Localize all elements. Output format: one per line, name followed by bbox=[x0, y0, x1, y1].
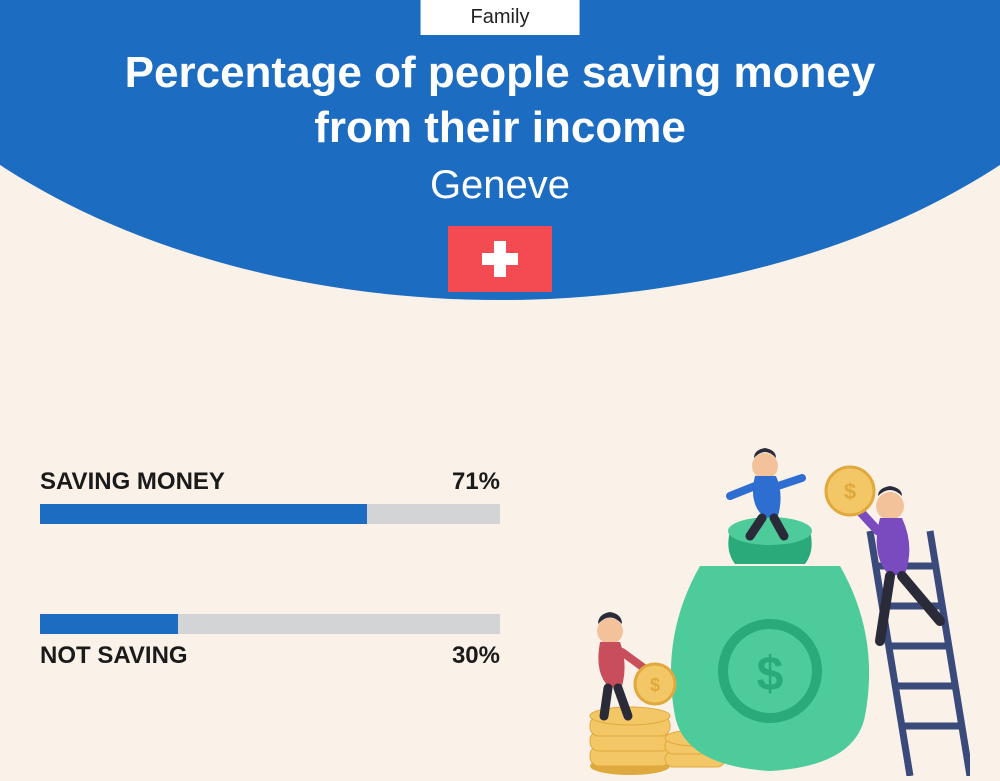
main-title-line1: Percentage of people saving money bbox=[0, 45, 1000, 100]
bar-fill bbox=[40, 504, 367, 524]
svg-text:$: $ bbox=[844, 479, 856, 504]
category-badge: Family bbox=[421, 0, 580, 35]
bar-label: SAVING MONEY bbox=[40, 468, 225, 496]
bar-labels-notsaving: NOT SAVING 30% bbox=[40, 642, 500, 670]
bar-track bbox=[40, 504, 500, 524]
flag-cross-icon bbox=[482, 241, 518, 277]
bar-labels-saving: SAVING MONEY 71% bbox=[40, 468, 500, 496]
bar-chart: SAVING MONEY 71% NOT SAVING 30% bbox=[40, 468, 500, 760]
svg-text:$: $ bbox=[757, 648, 784, 701]
svg-text:$: $ bbox=[650, 675, 660, 695]
bar-group-saving: SAVING MONEY 71% bbox=[40, 468, 500, 524]
main-title-line2: from their income bbox=[0, 100, 1000, 155]
bar-fill bbox=[40, 614, 178, 634]
bar-value: 71% bbox=[452, 468, 500, 496]
category-text: Family bbox=[471, 6, 530, 28]
bar-track bbox=[40, 614, 500, 634]
location-subtitle: Geneve bbox=[0, 163, 1000, 208]
bar-group-notsaving: NOT SAVING 30% bbox=[40, 614, 500, 670]
money-bag-illustration-icon: $ $ bbox=[570, 436, 970, 776]
swiss-flag-icon bbox=[448, 226, 552, 292]
savings-illustration: $ $ bbox=[570, 436, 970, 776]
title-block: Percentage of people saving money from t… bbox=[0, 45, 1000, 208]
bar-value: 30% bbox=[452, 642, 500, 670]
bar-label: NOT SAVING bbox=[40, 642, 188, 670]
